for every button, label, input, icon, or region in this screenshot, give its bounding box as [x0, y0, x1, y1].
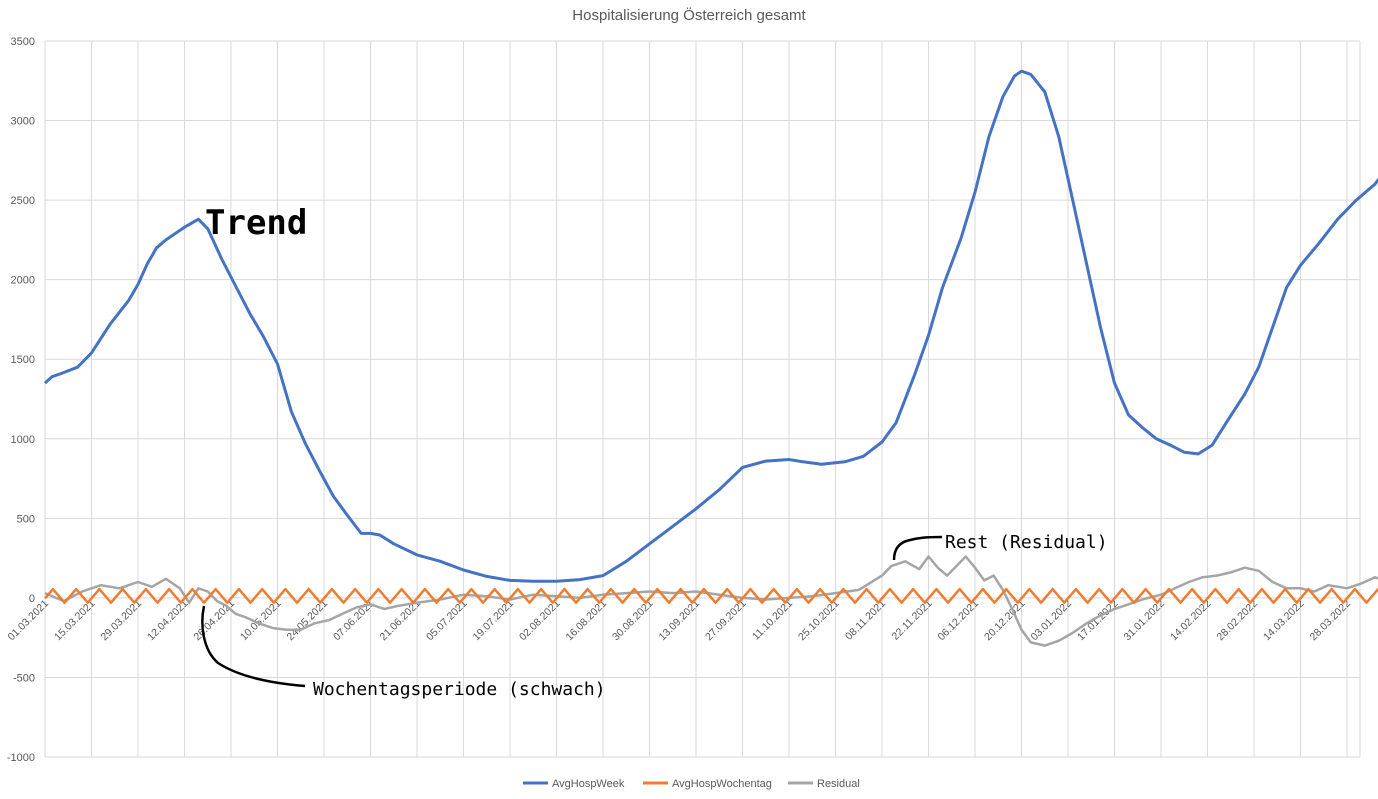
x-tick-label: 12.04.2021 — [145, 597, 191, 643]
residual-pointer-stroke — [892, 535, 943, 561]
x-tick-label: 14.03.2022 — [1261, 597, 1307, 643]
legend-label-avghospwochentag: AvgHospWochentag — [672, 778, 772, 790]
series-lines — [43, 69, 1378, 647]
x-tick-label: 10.05.2021 — [238, 597, 284, 643]
y-tick-label: -1000 — [7, 752, 35, 764]
y-tick-label: -500 — [13, 672, 35, 684]
annotation-trend: Trend — [205, 203, 307, 243]
legend-label-residual: Residual — [817, 778, 860, 790]
x-tick-label: 20.12.2021 — [982, 597, 1028, 643]
x-tick-label: 05.07.2021 — [424, 597, 470, 643]
x-tick-label: 15.03.2021 — [52, 597, 98, 643]
y-tick-label: 3500 — [11, 36, 35, 48]
x-tick-label: 25.10.2021 — [796, 597, 842, 643]
x-tick-label: 22.11.2021 — [890, 597, 935, 642]
annotation-residual: Rest (Residual) — [945, 532, 1108, 553]
annotation-weekday: Wochentagsperiode (schwach) — [313, 679, 606, 700]
y-tick-label: 2000 — [11, 275, 35, 287]
x-axis-tick-labels: 01.03.2021 15.03.2021 29.03.2021 12.04.2021… — [5, 597, 1353, 643]
y-tick-label: 0 — [29, 593, 35, 605]
y-tick-label: 1500 — [11, 354, 35, 366]
series-line-residual — [44, 555, 1378, 647]
y-tick-label: 1000 — [11, 434, 35, 446]
legend-label-avghospweek: AvgHospWeek — [552, 778, 625, 790]
x-tick-label: 28.02.2022 — [1214, 597, 1260, 643]
x-tick-label: 11.10.2021 — [750, 597, 795, 642]
legend: AvgHospWeek AvgHospWochentag Residual — [523, 778, 860, 790]
y-axis-tick-labels: -1000 -500 0 500 1000 1500 2000 2500 3000 3500 — [7, 36, 35, 764]
x-tick-label: 28.03.2022 — [1307, 597, 1353, 643]
x-tick-label: 06.12.2021 — [935, 597, 981, 643]
y-tick-label: 500 — [17, 513, 35, 525]
x-tick-label: 29.03.2021 — [98, 597, 144, 643]
x-tick-label: 30.08.2021 — [610, 597, 656, 643]
x-tick-label: 19.07.2021 — [470, 597, 516, 643]
x-tick-label: 17.01.2022 — [1075, 597, 1121, 643]
x-tick-label: 26.04.2021 — [191, 597, 237, 643]
x-tick-label: 16.08.2021 — [563, 597, 609, 643]
x-tick-label: 27.09.2021 — [703, 597, 749, 643]
grid — [44, 40, 1361, 758]
y-tick-label: 3000 — [11, 116, 35, 128]
x-tick-label: 13.09.2021 — [656, 597, 702, 643]
weekday-pointer-stroke — [201, 605, 306, 688]
x-tick-label: 08.11.2021 — [843, 597, 888, 642]
y-tick-label: 2500 — [11, 195, 35, 207]
chart-title: Hospitalisierung Österreich gesamt — [572, 6, 806, 24]
x-tick-label: 02.08.2021 — [517, 597, 563, 643]
series-line-avghospwochentag — [44, 587, 1378, 604]
series-line-avghospweek — [43, 69, 1378, 583]
x-tick-label: 14.02.2022 — [1168, 597, 1214, 643]
